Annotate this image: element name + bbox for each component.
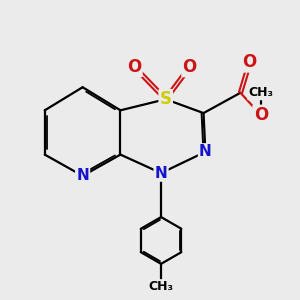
Text: CH₃: CH₃ bbox=[248, 86, 273, 99]
Text: O: O bbox=[127, 58, 141, 76]
Text: N: N bbox=[155, 166, 167, 181]
Text: O: O bbox=[183, 58, 197, 76]
Text: N: N bbox=[76, 168, 89, 183]
Text: O: O bbox=[243, 53, 257, 71]
Text: O: O bbox=[254, 106, 268, 124]
Text: N: N bbox=[199, 144, 212, 159]
Text: S: S bbox=[160, 90, 172, 108]
Text: CH₃: CH₃ bbox=[148, 280, 174, 293]
